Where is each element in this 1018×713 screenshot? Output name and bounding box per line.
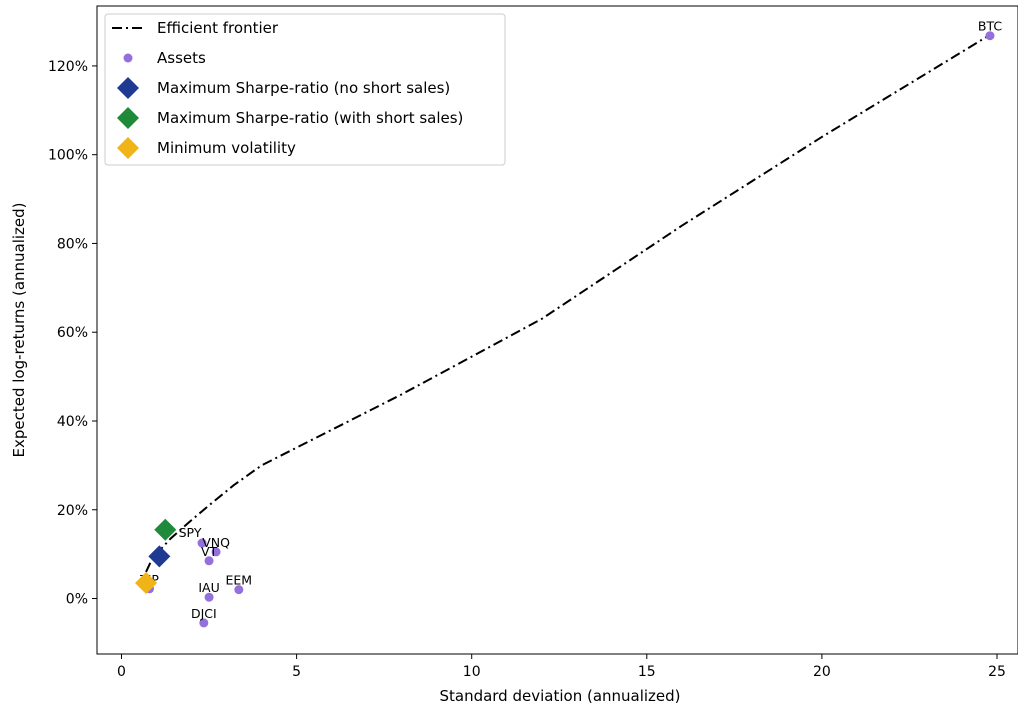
y-tick-label: 60% <box>57 325 88 341</box>
max-sharpe-with-short-marker <box>154 518 177 541</box>
legend-circle-handle <box>123 53 133 63</box>
y-axis-ticks: 0% 20% 40% 60% 80% 100% 120% <box>48 59 97 608</box>
x-tick-label: 25 <box>988 664 1006 680</box>
asset-point-vnq <box>211 547 221 557</box>
asset-point-btc <box>985 31 995 41</box>
x-tick-label: 5 <box>292 664 301 680</box>
x-tick-label: 20 <box>813 664 831 680</box>
legend-label-maximum-sharpe-ratio-with-short-sales: Maximum Sharpe-ratio (with short sales) <box>157 109 463 127</box>
legend-label-assets: Assets <box>157 49 206 67</box>
min-volatility-marker <box>135 571 158 594</box>
plot-frame <box>96 5 1018 655</box>
asset-point-eem <box>234 585 244 595</box>
x-tick-label: 10 <box>463 664 481 680</box>
legend: Efficient frontier Assets Maximum Sharpe-r… <box>104 13 506 166</box>
asset-point-vt <box>204 556 214 566</box>
x-axis-title: Standard deviation (annualized) <box>439 687 680 705</box>
y-tick-label: 20% <box>57 503 88 519</box>
max-sharpe-no-short-marker <box>148 545 171 568</box>
legend-diamond-handle <box>117 107 139 129</box>
y-tick-label: 120% <box>48 59 88 75</box>
asset-label-spy: SPY <box>179 525 202 540</box>
y-tick-label: 0% <box>66 592 88 608</box>
asset-label-btc: BTC <box>978 19 1002 34</box>
asset-label-iau: IAU <box>198 580 219 595</box>
x-tick-label: 15 <box>638 664 656 680</box>
asset-label-djci: DJCI <box>191 606 217 621</box>
x-tick-label: 0 <box>117 664 126 680</box>
legend-diamond-handle <box>117 137 139 159</box>
legend-label-minimum-volatility: Minimum volatility <box>157 139 296 157</box>
legend-diamond-handle <box>117 77 139 99</box>
y-tick-label: 100% <box>48 148 88 164</box>
asset-label-vt: VT <box>201 544 218 559</box>
asset-label-eem: EEM <box>226 573 253 588</box>
legend-label-efficient-frontier: Efficient frontier <box>157 19 279 37</box>
x-axis-ticks: 0 5 10 15 20 25 <box>117 654 1006 680</box>
y-tick-label: 40% <box>57 414 88 430</box>
asset-label-vnq: VNQ <box>202 535 230 550</box>
legend-label-maximum-sharpe-ratio-no-short-sales: Maximum Sharpe-ratio (no short sales) <box>157 79 450 97</box>
plot-content: BTCSPYVNQVTTIPIAUEEMDJCI <box>135 19 1002 628</box>
legend-box <box>104 13 506 166</box>
y-tick-label: 80% <box>57 236 88 252</box>
y-axis-title: Expected log-returns (annualized) <box>10 202 28 457</box>
asset-point-iau <box>204 592 214 602</box>
asset-point-djci <box>199 618 209 628</box>
asset-point-spy <box>197 538 207 548</box>
